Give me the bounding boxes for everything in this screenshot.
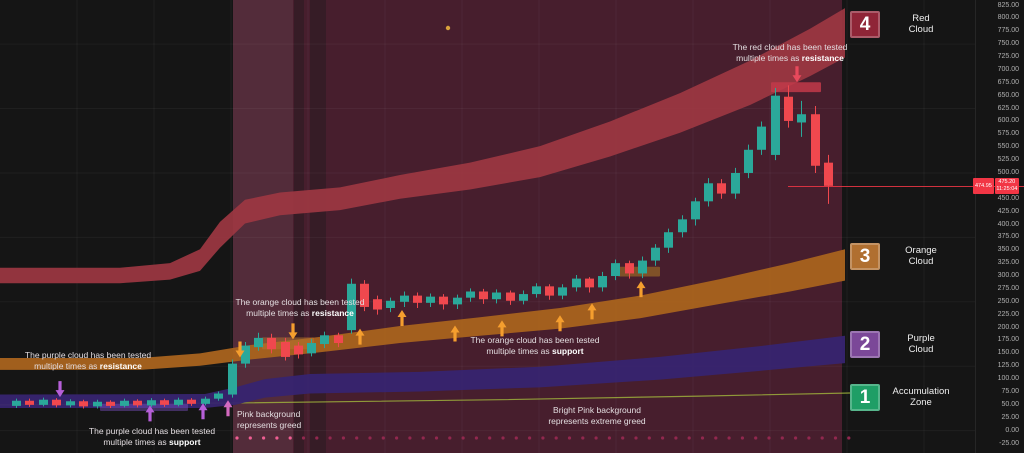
legend-badge-red-cloud: 4 [850, 11, 880, 38]
axis-tick: 525.00 [997, 156, 1019, 164]
axis-tick: 100.00 [997, 375, 1019, 383]
axis-tick: 675.00 [997, 78, 1019, 86]
purple-cloud [0, 335, 845, 408]
support-arrow-icon [397, 310, 407, 327]
resistance-arrow-icon [235, 341, 245, 358]
axis-tick: 375.00 [997, 233, 1019, 241]
axis-tick: 425.00 [997, 207, 1019, 215]
legend-label: Purple Cloud [907, 333, 935, 355]
axis-tick: 725.00 [997, 53, 1019, 61]
axis-tick: 450.00 [997, 194, 1019, 202]
price-axis[interactable]: 825.00 800.00 775.00 750.00 725.00 700.00 675.… [975, 0, 1024, 453]
marker-dot [445, 25, 451, 31]
resistance-arrow-icon [792, 66, 802, 83]
chart-annotation: Pink background represents greed [237, 409, 302, 430]
legend-label: Accumulation Zone [892, 386, 950, 408]
legend-label: Orange Cloud [905, 245, 937, 267]
indicator-price-tag: 474.95 [973, 177, 994, 194]
price-countdown-box: 475.20 11:25:04 [994, 177, 1019, 194]
column-band-1 [294, 0, 304, 453]
candlesticks [12, 85, 833, 409]
legend-badge-purple-cloud: 2 [850, 331, 880, 358]
support-arrow-icon [587, 303, 597, 320]
support-arrow-icon [450, 325, 460, 342]
axis-tick: 500.00 [997, 168, 1019, 176]
axis-tick: 200.00 [997, 323, 1019, 331]
axis-tick: 250.00 [997, 297, 1019, 305]
axis-tick: 150.00 [997, 349, 1019, 357]
chart-annotation: The orange cloud has been tested multiple… [235, 297, 365, 318]
current-price-line [788, 185, 1024, 187]
axis-tick: 0.00 [1005, 426, 1019, 434]
axis-tick: -25.00 [999, 439, 1019, 447]
chart-annotation: The purple cloud has been tested multiple… [88, 426, 216, 447]
axis-tick: 125.00 [997, 362, 1019, 370]
axis-tick: 300.00 [997, 272, 1019, 280]
legend-label: Red Cloud [908, 13, 934, 35]
axis-tick: 50.00 [1001, 400, 1019, 408]
chart-annotation: The purple cloud has been tested multiple… [24, 350, 152, 371]
resistance-arrow-icon [288, 323, 298, 340]
axis-tick: 800.00 [997, 14, 1019, 22]
support-arrow-icon [497, 320, 507, 337]
chart-annotation: Bright Pink background represents extreme… [548, 405, 646, 426]
axis-tick: 600.00 [997, 117, 1019, 125]
axis-tick: 825.00 [997, 1, 1019, 9]
support-arrow-icon [636, 281, 646, 298]
axis-tick: 325.00 [997, 259, 1019, 267]
axis-tick: 275.00 [997, 284, 1019, 292]
axis-tick: 75.00 [1001, 387, 1019, 395]
axis-tick: 175.00 [997, 336, 1019, 344]
current-price-label: 474.95 475.20 11:25:04 [973, 177, 1019, 194]
legend-badge-accumulation-zone: 1 [850, 384, 880, 411]
axis-tick: 750.00 [997, 40, 1019, 48]
axis-tick: 550.00 [997, 143, 1019, 151]
axis-tick: 225.00 [997, 310, 1019, 318]
support-arrow-icon [145, 405, 155, 422]
support-arrow-icon [223, 400, 233, 417]
chart-annotation: The red cloud has been tested multiple ti… [732, 42, 848, 63]
bar-countdown: 11:25:04 [996, 185, 1018, 192]
red-resistance-box [771, 82, 821, 93]
axis-tick: 25.00 [1001, 413, 1019, 421]
sentiment-dots-row [235, 436, 851, 440]
support-arrow-icon [198, 403, 208, 420]
orange-cloud [0, 249, 845, 370]
resistance-arrow-icon [55, 381, 65, 398]
axis-tick: 400.00 [997, 220, 1019, 228]
legend-badge-orange-cloud: 3 [850, 243, 880, 270]
axis-tick: 650.00 [997, 91, 1019, 99]
chart-annotation: The orange cloud has been tested multiple… [470, 335, 600, 356]
axis-tick: 575.00 [997, 130, 1019, 138]
axis-tick: 350.00 [997, 246, 1019, 254]
price-value: 475.20 [998, 178, 1016, 185]
axis-tick: 775.00 [997, 27, 1019, 35]
support-arrow-icon [555, 315, 565, 332]
axis-tick: 700.00 [997, 65, 1019, 73]
axis-tick: 625.00 [997, 104, 1019, 112]
support-arrow-icon [355, 328, 365, 345]
